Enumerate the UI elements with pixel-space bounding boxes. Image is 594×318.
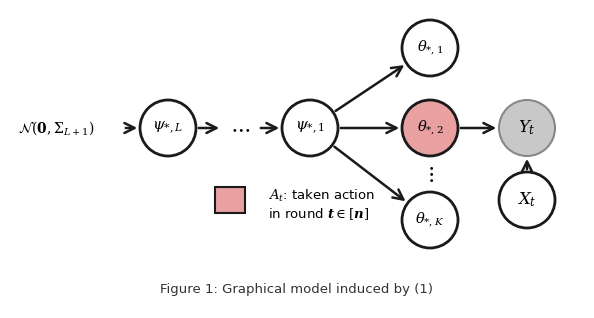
Circle shape (402, 192, 458, 248)
Circle shape (499, 172, 555, 228)
Text: $\psi_{*,L}$: $\psi_{*,L}$ (153, 120, 184, 136)
Text: $X_t$: $X_t$ (517, 191, 537, 209)
Text: in round $\boldsymbol{t} \in [\boldsymbol{n}]$: in round $\boldsymbol{t} \in [\boldsymbo… (268, 206, 369, 222)
Text: $\mathcal{N}(\mathbf{0}, \Sigma_{L+1})$: $\mathcal{N}(\mathbf{0}, \Sigma_{L+1})$ (18, 119, 94, 137)
Text: $\cdots$: $\cdots$ (230, 118, 250, 138)
Text: $\theta_{*,K}$: $\theta_{*,K}$ (415, 211, 445, 229)
Text: $\theta_{*,2}$: $\theta_{*,2}$ (416, 119, 443, 137)
FancyBboxPatch shape (215, 187, 245, 213)
Text: $Y_t$: $Y_t$ (518, 119, 536, 137)
Circle shape (140, 100, 196, 156)
Circle shape (402, 100, 458, 156)
Text: $\boldsymbol{A_t}$: taken action: $\boldsymbol{A_t}$: taken action (268, 188, 375, 204)
Circle shape (499, 100, 555, 156)
Circle shape (282, 100, 338, 156)
Circle shape (402, 20, 458, 76)
Text: $\theta_{*,1}$: $\theta_{*,1}$ (417, 39, 443, 57)
Text: $\psi_{*,1}$: $\psi_{*,1}$ (295, 120, 325, 136)
Text: Figure 1: Graphical model induced by (1): Figure 1: Graphical model induced by (1) (160, 284, 434, 296)
Text: $\vdots$: $\vdots$ (425, 164, 435, 184)
